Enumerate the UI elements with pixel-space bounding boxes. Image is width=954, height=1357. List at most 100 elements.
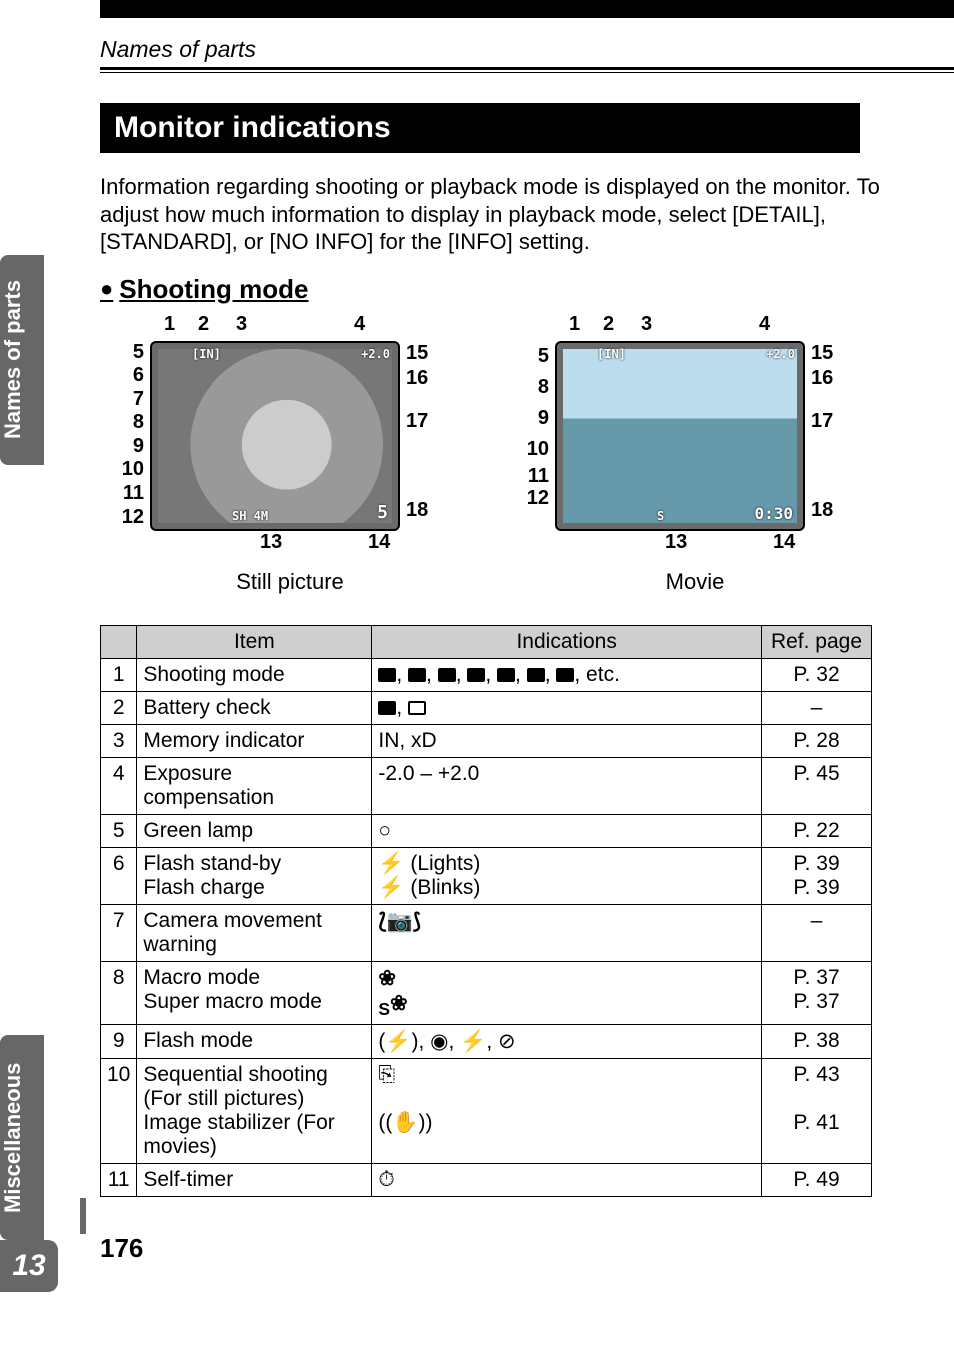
row-ref: P. 45 [762, 757, 872, 814]
table-row: 4Exposure compensation-2.0 – +2.0P. 45 [101, 757, 872, 814]
side-tab-miscellaneous: Miscellaneous [0, 1035, 44, 1240]
callout: 11 [100, 482, 144, 506]
row-item: Memory indicator [137, 724, 372, 757]
row-number: 2 [101, 691, 137, 724]
table-row: 8Macro modeSuper macro mode❀S❀P. 37P. 37 [101, 961, 872, 1024]
camera-shake-icon: ⟅📷⟆ [378, 910, 421, 933]
overlay-text: 5 [377, 502, 388, 523]
table-row: 3Memory indicatorIN, xDP. 28 [101, 724, 872, 757]
row-indications: ⏱ [372, 1163, 762, 1196]
top-bar [100, 0, 954, 18]
header-rule [100, 67, 954, 73]
self-timer-icon: ⏱ [378, 1168, 394, 1191]
mode-icon [467, 668, 485, 682]
row-item: Battery check [137, 691, 372, 724]
callout: 9 [505, 403, 549, 434]
chapter-number: 13 [0, 1240, 58, 1292]
row-indications: ○ [372, 814, 762, 847]
overlay-text: S [657, 509, 664, 523]
battery-full-icon [378, 701, 396, 715]
row-indications: ⚡ (Lights)⚡ (Blinks) [372, 847, 762, 904]
row-number: 1 [101, 658, 137, 691]
callout: 15 [811, 341, 860, 366]
still-bottom-callouts: 13 14 [100, 531, 480, 559]
callout: 1 [569, 313, 580, 336]
callout: 2 [603, 313, 614, 336]
callout: 18 [406, 498, 455, 523]
callout: 3 [236, 313, 247, 336]
row-indications: -2.0 – +2.0 [372, 757, 762, 814]
callout: 10 [100, 458, 144, 482]
movie-top-callouts: 1 2 3 4 [505, 313, 885, 341]
callout: 7 [100, 388, 144, 412]
sequential-icon: ⎘ [378, 1063, 395, 1086]
callout: 3 [641, 313, 652, 336]
row-number: 11 [101, 1163, 137, 1196]
still-top-callouts: 1 2 3 4 [100, 313, 480, 341]
row-item: Green lamp [137, 814, 372, 847]
row-indications: , [372, 691, 762, 724]
row-ref: – [762, 904, 872, 961]
callout: 17 [406, 409, 455, 434]
movie-left-callouts: 5 8 9 10 11 12 [505, 341, 555, 531]
super-macro-icon: S❀ [378, 992, 407, 1015]
row-indications: (⚡), ◉, ⚡, ⊘ [372, 1024, 762, 1058]
mode-icon [556, 668, 574, 682]
row-ref: P. 32 [762, 658, 872, 691]
callout: 13 [260, 531, 282, 554]
row-item: Flash mode [137, 1024, 372, 1058]
row-indications: , , , , , , , etc. [372, 658, 762, 691]
overlay-text: 0:30 [754, 504, 793, 523]
overlay-text: +2.0 [766, 347, 795, 361]
table-row: 7Camera movement warning⟅📷⟆– [101, 904, 872, 961]
table-row: 9Flash mode(⚡), ◉, ⚡, ⊘P. 38 [101, 1024, 872, 1058]
flash-auto-icon: (⚡) [378, 1030, 418, 1053]
row-ref: P. 43P. 41 [762, 1058, 872, 1163]
callout: 8 [100, 411, 144, 435]
row-ref: P. 37P. 37 [762, 961, 872, 1024]
row-ref: – [762, 691, 872, 724]
callout: 5 [505, 341, 549, 372]
macro-icon: ❀ [378, 967, 396, 990]
still-caption: Still picture [100, 569, 480, 595]
still-screen: [IN] +2.0 SH 4M 5 [150, 341, 400, 531]
overlay-text: [IN] [192, 347, 221, 361]
table-row: 6Flash stand-byFlash charge⚡ (Lights)⚡ (… [101, 847, 872, 904]
row-ref: P. 22 [762, 814, 872, 847]
mode-icon [438, 668, 456, 682]
callout: 16 [811, 366, 860, 391]
subheading-shooting-mode: Shooting mode [100, 274, 954, 305]
callout: 1 [164, 313, 175, 336]
table-row: 10Sequential shooting (For still picture… [101, 1058, 872, 1163]
row-ref: P. 38 [762, 1024, 872, 1058]
callout: 6 [100, 364, 144, 388]
indications-table: Item Indications Ref. page 1Shooting mod… [100, 625, 872, 1197]
stabilizer-icon: ((✋)) [378, 1111, 432, 1134]
col-indications: Indications [372, 625, 762, 658]
mode-icon [527, 668, 545, 682]
movie-caption: Movie [505, 569, 885, 595]
overlay-text: +2.0 [361, 347, 390, 361]
callout: 8 [505, 372, 549, 403]
row-number: 6 [101, 847, 137, 904]
row-item: Shooting mode [137, 658, 372, 691]
row-number: 8 [101, 961, 137, 1024]
callout: 5 [100, 341, 144, 365]
callout: 12 [505, 487, 549, 509]
row-indications: ❀S❀ [372, 961, 762, 1024]
col-blank [101, 625, 137, 658]
section-title: Monitor indications [100, 103, 860, 153]
table-row: 1Shooting mode, , , , , , , etc.P. 32 [101, 658, 872, 691]
movie-screen: [IN] +2.0 S 0:30 [555, 341, 805, 531]
col-item: Item [137, 625, 372, 658]
callout: 11 [505, 465, 549, 487]
intro-text: Information regarding shooting or playba… [100, 173, 894, 256]
callout: 17 [811, 409, 860, 434]
col-ref: Ref. page [762, 625, 872, 658]
callout: 15 [406, 341, 455, 366]
callout: 18 [811, 498, 860, 523]
battery-low-icon [408, 701, 426, 715]
table-row: 5Green lamp○P. 22 [101, 814, 872, 847]
row-indications: ⎘ ((✋)) [372, 1058, 762, 1163]
callout: 4 [759, 313, 770, 336]
